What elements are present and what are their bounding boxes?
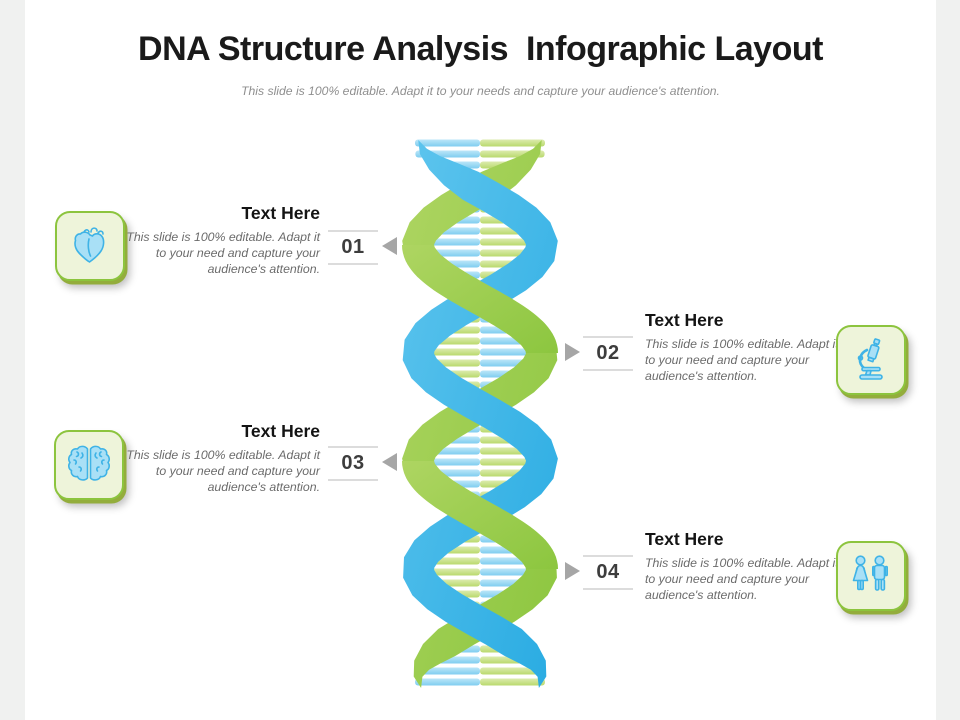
item-02-description: This slide is 100% editable. Adapt it to… [645, 337, 839, 384]
item-03-number: 03 [328, 446, 378, 481]
microscope-icon [857, 338, 883, 380]
icon-tile-01 [55, 211, 125, 281]
item-02-arrow-icon [565, 343, 580, 361]
item-02-text: Text Here This slide is 100% editable. A… [645, 310, 841, 385]
item-03-description: This slide is 100% editable. Adapt it to… [126, 448, 320, 495]
item-01-title: Text Here [241, 203, 320, 223]
people-icon [852, 555, 889, 591]
item-04-description: This slide is 100% editable. Adapt it to… [645, 556, 839, 603]
dna-helix-graphic [402, 139, 558, 688]
brain-icon [68, 445, 110, 481]
item-04-number: 04 [583, 555, 633, 590]
heart-icon [74, 227, 105, 263]
icon-tile-04 [836, 541, 906, 611]
slide-canvas [25, 0, 936, 720]
item-02-number: 02 [583, 336, 633, 371]
slide-subtitle: This slide is 100% editable. Adapt it to… [241, 84, 720, 98]
item-04-arrow-icon [565, 562, 580, 580]
item-01-arrow-icon [382, 237, 397, 255]
icon-tile-03 [54, 430, 124, 500]
item-04-title: Text Here [645, 529, 724, 549]
item-04-text: Text Here This slide is 100% editable. A… [645, 529, 841, 604]
item-01-text: Text Here This slide is 100% editable. A… [126, 203, 320, 278]
item-01-description: This slide is 100% editable. Adapt it to… [126, 230, 320, 277]
item-03-title: Text Here [241, 421, 320, 441]
icon-tile-02 [836, 325, 906, 395]
item-02-title: Text Here [645, 310, 724, 330]
item-03-arrow-icon [382, 453, 397, 471]
item-01-number: 01 [328, 230, 378, 265]
slide-title: DNA Structure Analysis Infographic Layou… [138, 30, 823, 68]
item-03-text: Text Here This slide is 100% editable. A… [126, 421, 320, 496]
